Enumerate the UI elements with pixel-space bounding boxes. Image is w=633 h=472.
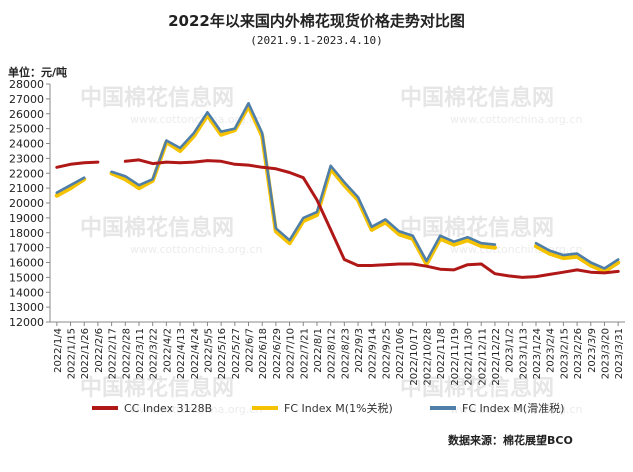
legend-label: CC Index 3128B: [124, 402, 212, 415]
watermark-text: 中国棉花信息网: [400, 85, 554, 111]
x-tick-label: 2022/2/6: [94, 328, 105, 373]
x-tick-label: 2022/9/14: [368, 328, 379, 379]
watermark-text: 中国棉花信息网: [80, 375, 234, 401]
watermark-text: 中国棉花信息网: [80, 85, 234, 111]
watermark-url: www.cottonchina.org.cn: [130, 113, 262, 126]
y-tick-label: 14000: [9, 286, 44, 299]
y-tick-label: 18000: [9, 227, 44, 240]
y-tick-label: 25000: [9, 123, 44, 136]
x-tick-label: 2022/11/19: [450, 328, 461, 386]
y-tick-label: 26000: [9, 108, 44, 121]
y-tick-label: 13000: [9, 301, 44, 314]
x-tick-label: 2022/12/22: [491, 328, 502, 386]
x-tick-label: 2022/9/3: [354, 328, 365, 373]
watermark-url: www.cottonchina.org.cn: [130, 403, 262, 416]
watermark-url: www.cottonchina.org.cn: [450, 113, 582, 126]
y-tick-label: 28000: [9, 78, 44, 91]
x-tick-label: 2022/4/24: [190, 328, 201, 379]
x-tick-label: 2022/1/26: [80, 328, 91, 379]
x-tick-label: 2022/12/11: [477, 328, 488, 386]
x-tick-label: 2022/11/30: [464, 328, 475, 386]
x-tick-label: 2023/1/13: [518, 328, 529, 379]
watermark-text: 中国棉花信息网: [400, 215, 554, 241]
watermark-layer: 中国棉花信息网 www.cottonchina.org.cn 中国棉花信息网 www.…: [80, 85, 582, 416]
y-axis-unit-label: 单位：元/吨: [8, 66, 68, 79]
x-tick-label: 2022/10/17: [409, 328, 420, 386]
legend-label: FC Index M(1%关税): [284, 401, 393, 415]
x-tick-label: 2022/3/11: [135, 328, 146, 379]
x-tick-label: 2022/2/28: [121, 328, 132, 379]
x-tick-label: 2023/2/4: [546, 328, 557, 373]
x-tick-label: 2022/8/23: [340, 328, 351, 379]
y-tick-label: 23000: [9, 152, 44, 165]
y-tick-label: 22000: [9, 167, 44, 180]
y-tick-label: 24000: [9, 138, 44, 151]
x-tick-label: 2022/2/17: [108, 328, 119, 379]
legend: CC Index 3128B FC Index M(1%关税) FC Index M…: [92, 401, 564, 415]
x-tick-label: 2022/4/13: [176, 328, 187, 379]
x-tick-label: 2022/9/25: [381, 328, 392, 379]
x-tick-label: 2022/5/27: [231, 328, 242, 379]
y-tick-label: 17000: [9, 242, 44, 255]
x-tick-label: 2022/10/6: [395, 328, 406, 379]
x-tick-label: 2022/5/5: [203, 328, 214, 373]
x-tick-label: 2022/8/12: [327, 328, 338, 379]
x-tick-label: 2023/3/20: [600, 328, 611, 379]
x-tick-label: 2023/2/26: [573, 328, 584, 379]
x-tick-label: 2022/6/29: [272, 328, 283, 379]
y-tick-label: 27000: [9, 93, 44, 106]
x-tick-label: 2022/8/1: [313, 328, 324, 373]
x-tick-label: 2022/5/16: [217, 328, 228, 379]
watermark-text: 中国棉花信息网: [400, 375, 554, 401]
x-tick-label: 2022/6/7: [245, 328, 256, 373]
chart-title: 2022年以来国内外棉花现货价格走势对比图: [168, 12, 465, 30]
x-tick-label: 2023/3/9: [587, 328, 598, 373]
x-tick-label: 2023/1/2: [505, 328, 516, 373]
y-tick-label: 12000: [9, 316, 44, 329]
series-line-0: [55, 158, 620, 279]
y-tick-label: 21000: [9, 182, 44, 195]
legend-label: FC Index M(滑准税): [462, 401, 564, 415]
x-tick-label: 2023/3/31: [614, 328, 625, 379]
watermark-url: www.cottonchina.org.cn: [130, 243, 262, 256]
x-tick-label: 2022/10/28: [422, 328, 433, 386]
x-tick-label: 2023/2/15: [559, 328, 570, 379]
data-source-note: 数据来源：棉花展望BCO: [448, 434, 573, 447]
x-tick-label: 2022/1/15: [67, 328, 78, 379]
watermark-text: 中国棉花信息网: [80, 215, 234, 241]
x-tick-label: 2022/4/2: [162, 328, 173, 373]
series-lines: [54, 102, 621, 279]
y-tick-label: 15000: [9, 271, 44, 284]
x-tick-label: 2022/1/4: [53, 328, 64, 373]
x-tick-label: 2022/3/22: [149, 328, 160, 379]
chart-subtitle: (2021.9.1-2023.4.10): [250, 34, 383, 47]
y-tick-label: 19000: [9, 212, 44, 225]
y-tick-label: 16000: [9, 257, 44, 270]
watermark-url: www.cottonchina.org.cn: [450, 403, 582, 416]
x-tick-label: 2023/1/24: [532, 328, 543, 379]
x-tick-label: 2022/7/10: [286, 328, 297, 379]
y-tick-label: 20000: [9, 197, 44, 210]
x-tick-label: 2022/11/8: [436, 328, 447, 379]
x-tick-label: 2022/7/21: [299, 328, 310, 379]
x-tick-label: 2022/6/18: [258, 328, 269, 379]
